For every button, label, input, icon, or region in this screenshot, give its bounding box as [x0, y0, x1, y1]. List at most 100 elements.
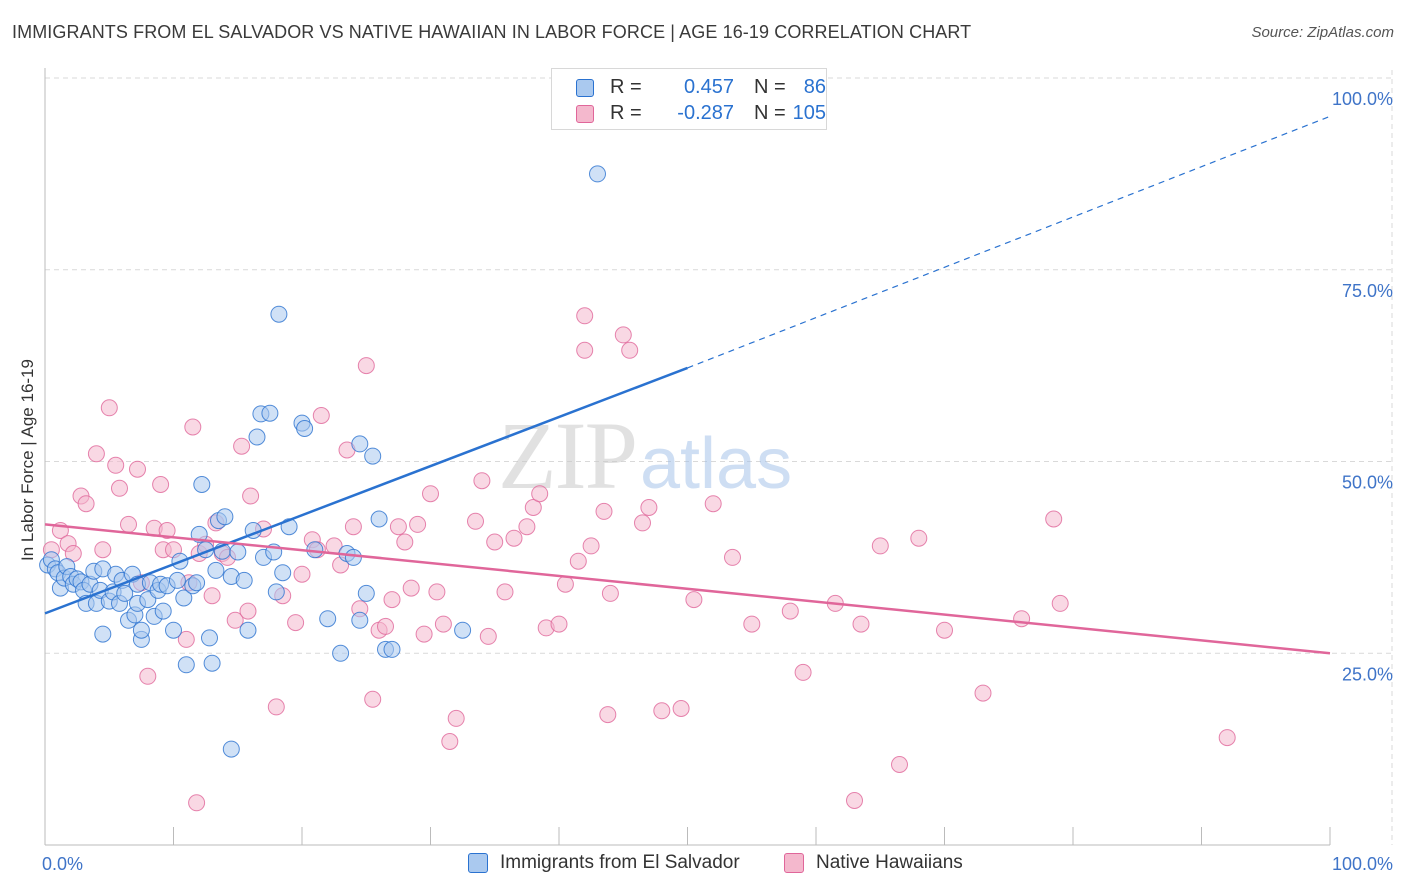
data-point-el-salvador: [351, 611, 369, 629]
data-point-native-hawaiian: [531, 485, 549, 503]
data-point-native-hawaiian: [203, 587, 221, 605]
trend-lines: [44, 115, 1331, 655]
legend-swatch-blue: [576, 79, 594, 97]
x-tick-label: 100.0%: [1332, 854, 1393, 874]
data-point-native-hawaiian: [287, 614, 305, 632]
bottom-legend-el-salvador: Immigrants from El Salvador: [468, 852, 768, 876]
data-point-el-salvador: [175, 589, 193, 607]
watermark-atlas: atlas: [640, 424, 792, 504]
data-point-native-hawaiian: [139, 667, 157, 685]
data-point-el-salvador: [364, 447, 382, 465]
data-point-native-hawaiian: [846, 792, 863, 809]
data-point-native-hawaiian: [364, 690, 382, 708]
data-point-native-hawaiian: [601, 584, 619, 602]
data-point-native-hawaiian: [582, 537, 600, 555]
data-point-el-salvador: [261, 404, 279, 422]
data-point-native-hawaiian: [640, 499, 658, 516]
data-point-native-hawaiian: [239, 602, 257, 620]
data-point-el-salvador: [154, 602, 172, 620]
data-point-el-salvador: [351, 435, 369, 453]
data-point-el-salvador: [248, 428, 266, 446]
legend-r-value: -0.287: [677, 102, 734, 124]
data-point-el-salvador: [319, 610, 337, 628]
data-point-el-salvador: [235, 571, 253, 589]
data-point-native-hawaiian: [569, 552, 587, 570]
data-point-el-salvador: [132, 621, 150, 639]
data-point-native-hawaiian: [402, 579, 420, 597]
legend-swatch-pink: [576, 105, 594, 123]
legend-r-label: R =: [610, 102, 642, 124]
data-point-native-hawaiian: [242, 487, 260, 505]
data-point-native-hawaiian: [415, 625, 433, 643]
data-point-el-salvador: [344, 548, 362, 566]
data-point-native-hawaiian: [422, 485, 439, 503]
data-point-el-salvador: [589, 165, 606, 183]
data-point-native-hawaiian: [1051, 594, 1069, 612]
data-point-el-salvador: [203, 654, 221, 672]
data-point-native-hawaiian: [344, 518, 362, 536]
y-tick-label: 75.0%: [1342, 281, 1393, 301]
data-point-native-hawaiian: [434, 615, 452, 633]
data-point-el-salvador: [332, 644, 350, 662]
data-point-native-hawaiian: [441, 733, 459, 750]
data-point-native-hawaiian: [233, 437, 251, 455]
data-point-native-hawaiian: [188, 794, 206, 812]
data-point-native-hawaiian: [634, 514, 651, 532]
data-point-native-hawaiian: [614, 326, 632, 344]
data-point-el-salvador: [193, 476, 211, 493]
data-point-native-hawaiian: [409, 515, 427, 533]
data-point-native-hawaiian: [226, 611, 244, 629]
data-point-native-hawaiian: [267, 698, 285, 716]
data-point-native-hawaiian: [595, 502, 613, 520]
y-tick-label: 50.0%: [1342, 473, 1393, 493]
data-point-native-hawaiian: [479, 627, 497, 645]
data-point-el-salvador: [168, 571, 186, 589]
bottom-legend-native-hawaiians: Native Hawaiians: [784, 852, 1004, 876]
data-point-native-hawaiian: [177, 630, 195, 648]
legend-n-value: 105: [792, 102, 826, 124]
data-point-native-hawaiian: [518, 518, 536, 536]
data-point-native-hawaiian: [724, 548, 741, 566]
legend-r-value: 0.457: [683, 76, 734, 98]
data-point-native-hawaiian: [389, 518, 407, 536]
data-point-native-hawaiian: [312, 407, 330, 424]
data-point-native-hawaiian: [1218, 729, 1236, 747]
data-point-native-hawaiian: [871, 537, 889, 555]
data-point-native-hawaiian: [357, 357, 375, 375]
data-point-native-hawaiian: [524, 499, 542, 516]
trend-line-native-hawaiians: [44, 523, 1331, 655]
data-point-native-hawaiian: [1013, 610, 1031, 628]
legend-n-label: N =: [754, 76, 786, 98]
bottom-legend-label: Immigrants from El Salvador: [500, 852, 740, 873]
data-point-el-salvador: [216, 508, 234, 526]
data-point-native-hawaiian: [473, 472, 491, 490]
chart-title: IMMIGRANTS FROM EL SALVADOR VS NATIVE HA…: [12, 22, 972, 42]
data-point-el-salvador: [94, 625, 112, 643]
data-point-el-salvador: [296, 420, 314, 437]
legend-n-value: 86: [803, 76, 826, 98]
data-point-native-hawaiian: [599, 706, 617, 724]
native-hawaiians-points: [42, 307, 1236, 812]
watermark-zip: ZIP: [498, 402, 636, 509]
data-point-native-hawaiian: [576, 307, 594, 325]
bottom-legend-swatch-pink: [784, 853, 804, 873]
y-tick-label: 100.0%: [1332, 89, 1393, 109]
data-point-native-hawaiian: [383, 591, 401, 609]
data-point-el-salvador: [165, 621, 182, 639]
data-point-native-hawaiian: [794, 663, 812, 681]
data-point-native-hawaiian: [852, 615, 870, 633]
data-point-el-salvador: [270, 305, 288, 323]
data-point-native-hawaiian: [781, 602, 799, 620]
data-point-native-hawaiian: [974, 684, 992, 702]
data-point-native-hawaiian: [505, 529, 523, 547]
data-point-native-hawaiian: [486, 533, 504, 551]
data-point-el-salvador: [383, 640, 401, 658]
source-label: Source: ZipAtlas.com: [1251, 24, 1394, 41]
gridlines: [45, 70, 1393, 845]
data-point-native-hawaiian: [891, 756, 908, 773]
data-point-native-hawaiian: [111, 479, 128, 497]
data-point-el-salvador: [207, 561, 225, 579]
bottom-legend-swatch-blue: [468, 853, 488, 873]
data-point-native-hawaiian: [1045, 510, 1063, 528]
